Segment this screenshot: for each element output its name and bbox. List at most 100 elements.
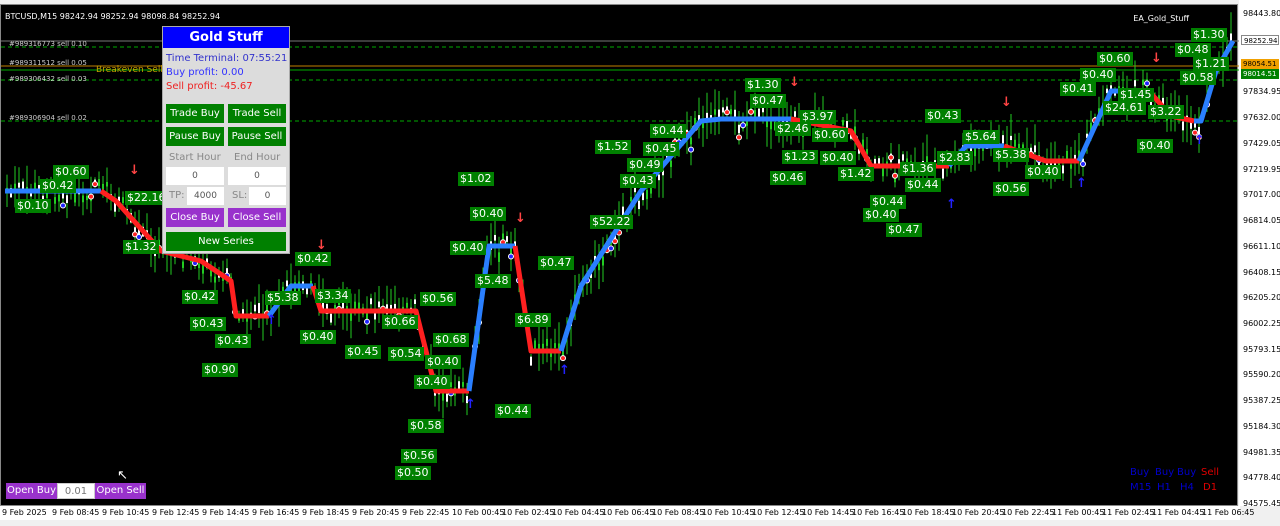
trade-sell-button[interactable]: Trade Sell	[228, 104, 286, 123]
profit-label: $0.40	[820, 151, 856, 165]
candle-body	[1078, 150, 1080, 158]
candle-body	[266, 304, 268, 311]
candle-body	[38, 185, 40, 190]
candle-body	[342, 302, 344, 309]
candle-body	[646, 190, 648, 200]
time-axis: 9 Feb 2025 9 Feb 08:45 9 Feb 10:45 9 Feb 12…	[0, 506, 1254, 520]
time-terminal: Time Terminal: 07:55:21	[166, 53, 288, 64]
profit-label: $0.40	[300, 330, 336, 344]
candle-body	[898, 159, 900, 167]
profit-label: $0.44	[495, 404, 531, 418]
time-tick: 10 Feb 22:45	[1002, 508, 1055, 517]
sell-arrow-icon: ↓	[316, 238, 327, 253]
candle-body	[602, 256, 604, 266]
profit-label: $6.89	[515, 313, 551, 327]
price-tick: 95793.15	[1243, 345, 1280, 354]
trade-buy-button[interactable]: Trade Buy	[166, 104, 224, 123]
profit-label: $0.40	[863, 208, 899, 222]
close-sell-button[interactable]: Close Sell	[228, 208, 286, 227]
profit-label: $0.47	[886, 223, 922, 237]
candle-body	[974, 146, 976, 157]
time-tick: 10 Feb 16:45	[852, 508, 905, 517]
profit-label: $0.54	[388, 347, 424, 361]
buy-trend-line	[558, 116, 791, 352]
candle-body	[54, 197, 56, 204]
trade-marker	[508, 253, 514, 260]
price-tick: 94981.35	[1243, 448, 1280, 457]
candle-body	[694, 117, 696, 125]
end-hour-label: End Hour	[234, 152, 281, 163]
candle-body	[1058, 162, 1060, 167]
trade-marker	[560, 355, 566, 362]
mtf-signal: Buy	[1155, 467, 1175, 478]
candle-body	[334, 304, 336, 310]
time-tick: 10 Feb 02:45	[502, 508, 555, 517]
time-tick: 10 Feb 04:45	[552, 508, 605, 517]
profit-label: $0.10	[15, 199, 51, 213]
candle-body	[558, 343, 560, 351]
candle-body	[658, 174, 660, 181]
candle-body	[446, 393, 448, 402]
candle-body	[1010, 135, 1012, 141]
pause-buy-button[interactable]: Pause Buy	[166, 127, 224, 146]
profit-label: $0.56	[420, 292, 456, 306]
candle-body	[942, 168, 944, 179]
price-axis: 98252.94 98054.51 98014.51 98443.80 97834…	[1239, 0, 1280, 508]
new-series-button[interactable]: New Series	[166, 232, 286, 251]
buy-arrow-icon: ↑	[266, 313, 277, 328]
candle-body	[1162, 97, 1164, 108]
candle-body	[254, 304, 256, 312]
price-tick: 96408.15	[1243, 268, 1280, 277]
start-hour-label: Start Hour	[169, 152, 221, 163]
sl-input[interactable]: 0	[249, 187, 286, 205]
price-tick: 96205.20	[1243, 293, 1280, 302]
candle-body	[242, 309, 244, 317]
open-buy-button[interactable]: Open Buy	[6, 483, 57, 499]
profit-label: $0.40	[414, 375, 450, 389]
profit-label: $3.97	[800, 110, 836, 124]
end-hour-input[interactable]: 0	[228, 167, 286, 185]
mtf-timeframe: D1	[1203, 482, 1218, 493]
candle-body	[502, 233, 504, 241]
lot-size-input[interactable]: 0.01	[57, 483, 95, 499]
profit-label: $0.41	[1060, 82, 1096, 96]
candle-body	[702, 123, 704, 129]
candle-body	[358, 302, 360, 311]
trade-marker	[748, 108, 754, 115]
profit-label: $0.44	[870, 195, 906, 209]
candle-body	[766, 120, 768, 128]
profit-label: $0.60	[53, 165, 89, 179]
candle-body	[926, 156, 928, 164]
order-label: #989306432 sell 0.03	[9, 75, 87, 83]
tp-label: TP:	[169, 190, 185, 201]
time-tick: 9 Feb 2025	[2, 508, 47, 517]
gold-stuff-panel: Gold Stuff Time Terminal: 07:55:21 Buy p…	[162, 26, 290, 254]
candle-body	[630, 196, 632, 201]
candle-body	[134, 227, 136, 234]
chart-canvas	[1, 12, 1239, 419]
candle-body	[650, 185, 652, 194]
price-tick: 97017.00	[1243, 190, 1280, 199]
price-tick: 98443.80	[1243, 9, 1280, 18]
close-buy-button[interactable]: Close Buy	[166, 208, 224, 227]
time-tick: 9 Feb 14:45	[202, 508, 250, 517]
candle-body	[330, 313, 332, 323]
candle-body	[1142, 79, 1144, 85]
time-tick: 10 Feb 20:45	[952, 508, 1005, 517]
mtf-signal: Sell	[1201, 467, 1220, 478]
price-tick: 96611.10	[1243, 242, 1280, 251]
open-sell-button[interactable]: Open Sell	[95, 483, 146, 499]
time-tick: 9 Feb 18:45	[302, 508, 350, 517]
tp-input[interactable]: 4000	[187, 187, 224, 205]
buy-trend-line	[466, 243, 515, 392]
candle-body	[378, 301, 380, 308]
start-hour-input[interactable]: 0	[166, 167, 224, 185]
profit-label: $1.32	[123, 240, 159, 254]
candle-body	[350, 312, 352, 321]
ea-name: EA_Gold_Stuff	[1133, 14, 1189, 23]
trade-marker	[60, 202, 66, 209]
sell-arrow-icon: ↓	[129, 163, 140, 178]
pause-sell-button[interactable]: Pause Sell	[228, 127, 286, 146]
trade-marker	[740, 122, 746, 129]
candle-body	[754, 110, 756, 119]
